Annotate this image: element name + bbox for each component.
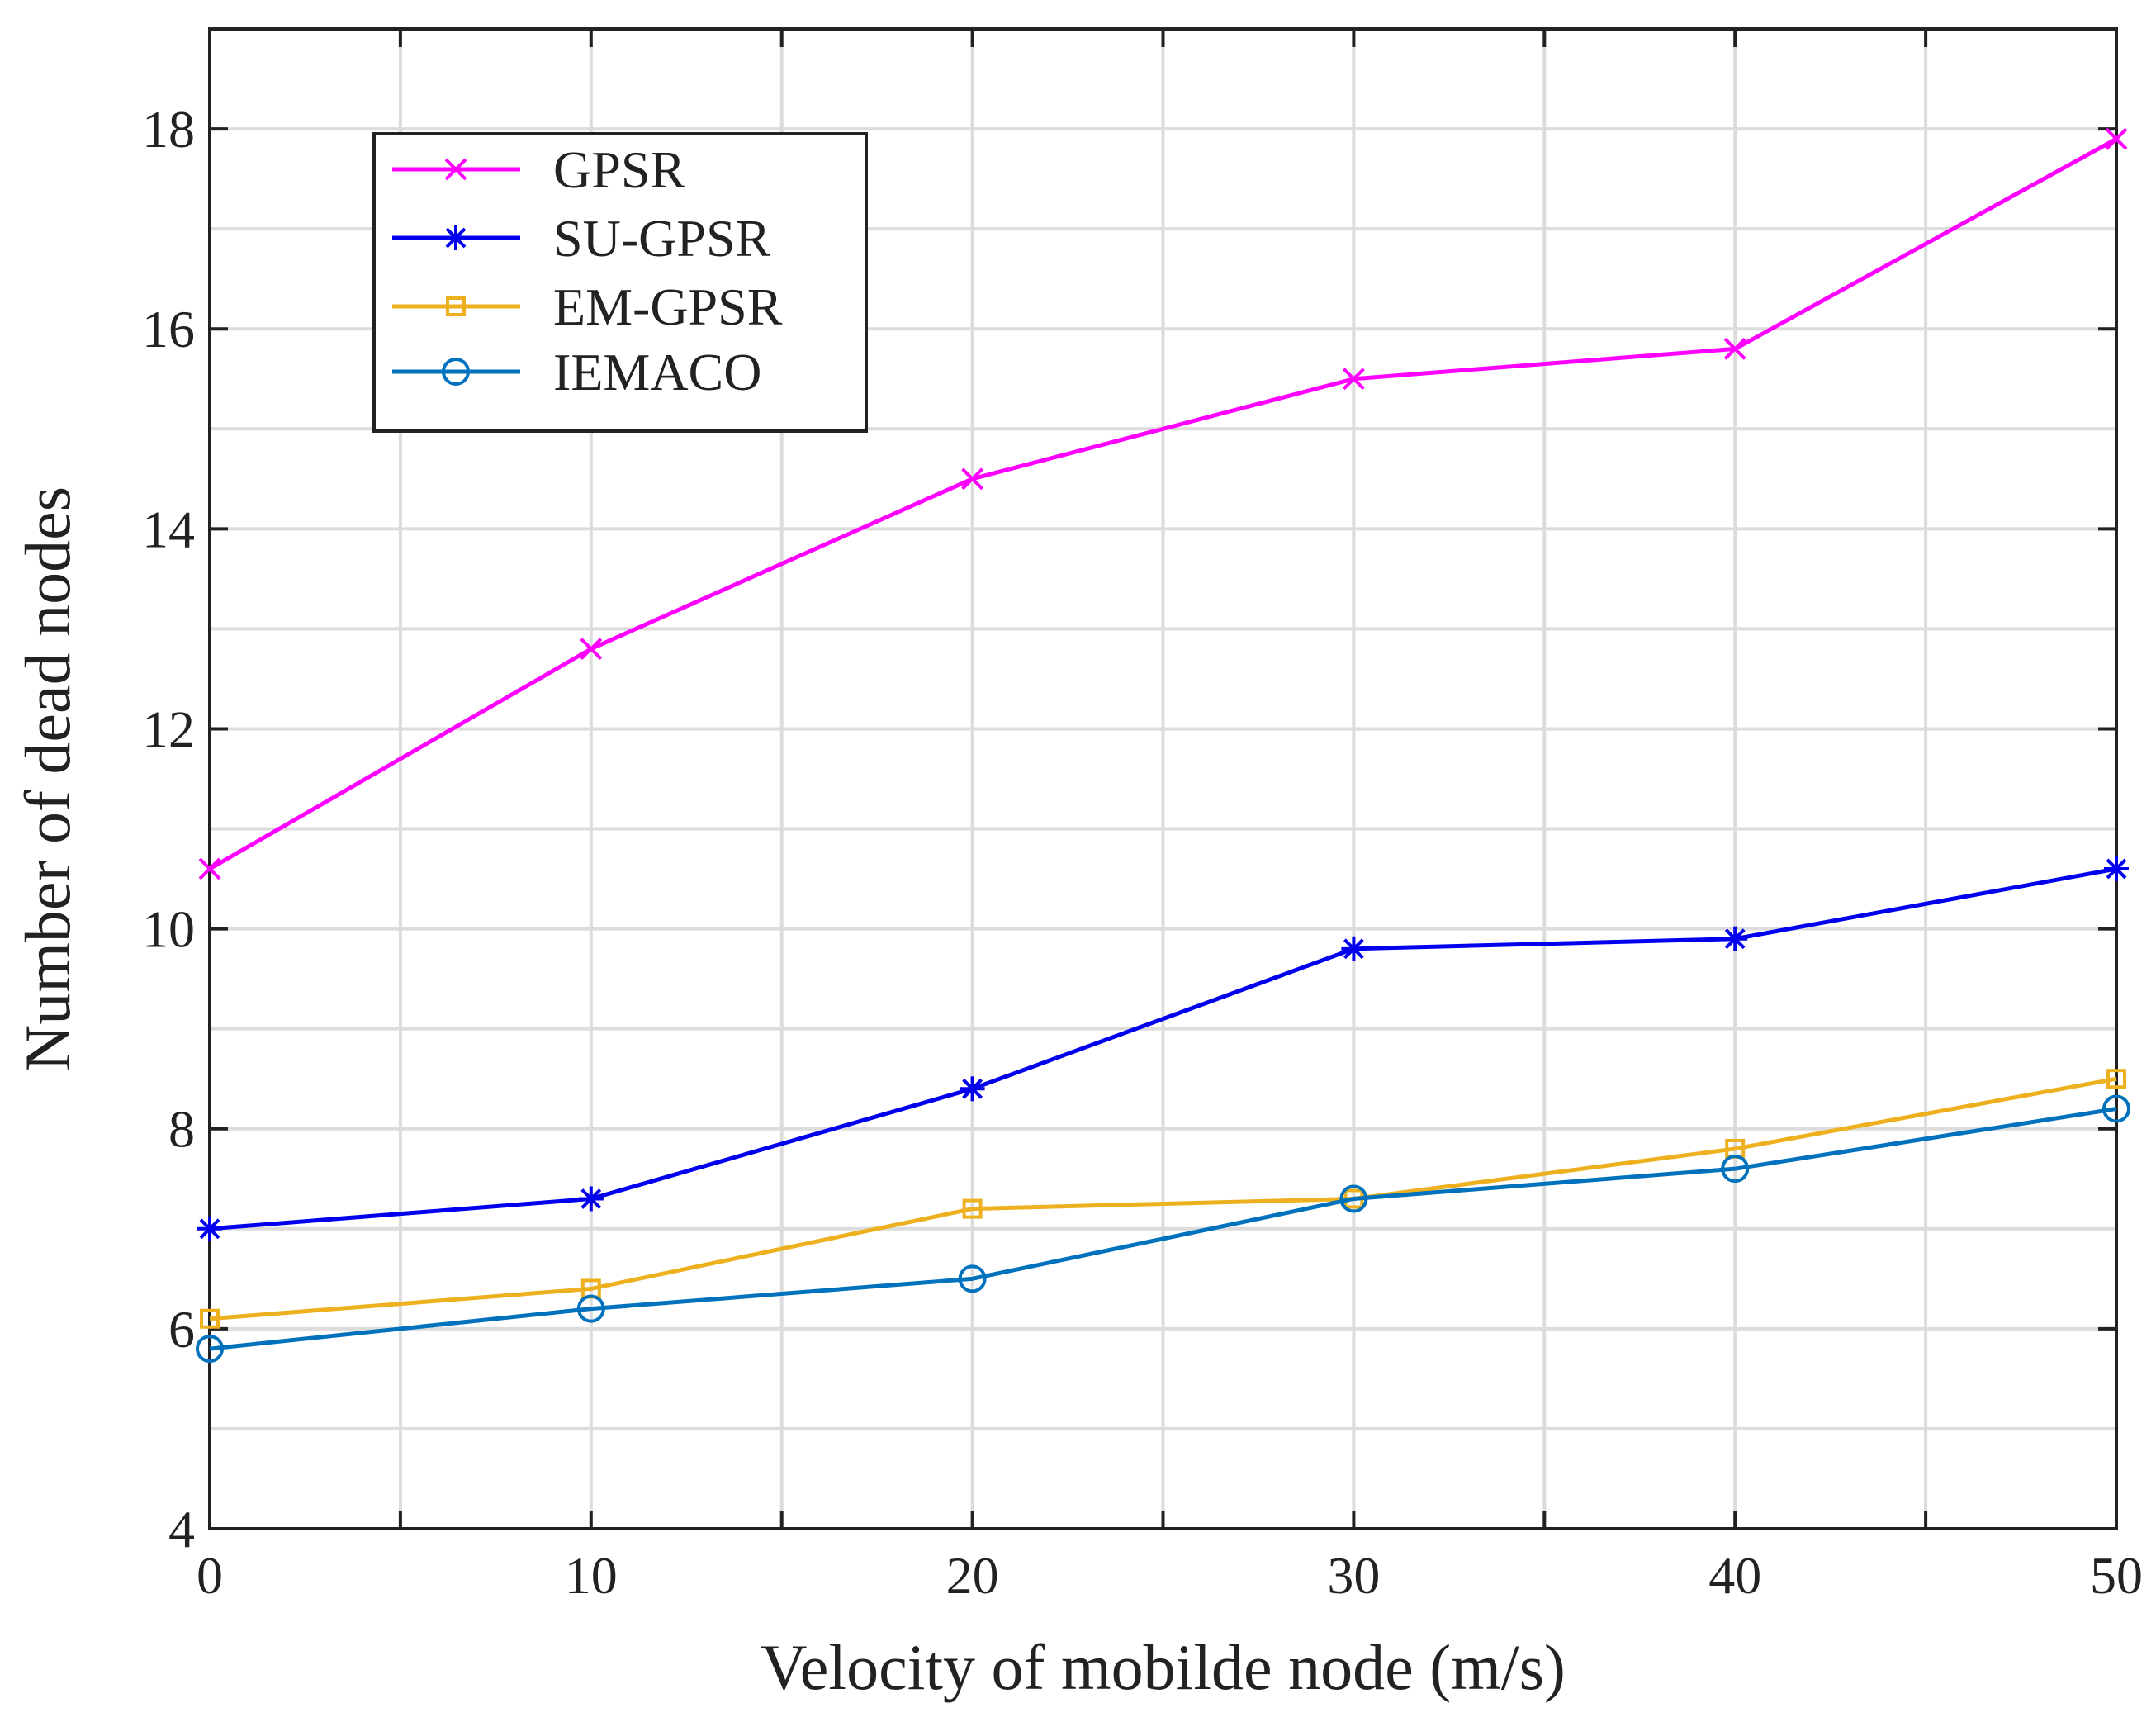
y-tick-label: 16 (142, 300, 195, 358)
marker-circle (2102, 1094, 2130, 1123)
legend-entry-iemaco: IEMACO (392, 343, 761, 401)
x-axis-title: Velocity of mobilde node (m/s) (761, 1631, 1566, 1703)
marker-x (1342, 368, 1365, 391)
legend-entry-em-gpsr: EM-GPSR (392, 278, 783, 336)
marker-asterisk (578, 1186, 604, 1212)
marker-x (961, 467, 984, 491)
series-su-gpsr (197, 856, 2129, 1241)
marker-circle (442, 358, 470, 386)
marker-x (444, 158, 467, 181)
marker-x (2105, 127, 2128, 150)
y-axis-title: Number of dead nodes (12, 486, 83, 1071)
y-tick-label: 12 (142, 700, 195, 758)
series-line (208, 136, 2118, 871)
marker-circle (958, 1264, 987, 1293)
legend-label: GPSR (553, 140, 685, 199)
tick-labels: 0 10 20 30 40 50 4 6 8 10 12 14 16 18 (142, 100, 2143, 1605)
x-tick-label: 50 (2090, 1546, 2143, 1605)
plot-area-frame (208, 27, 2118, 1530)
x-tick-label: 40 (1708, 1546, 1761, 1605)
legend-label: IEMACO (553, 343, 761, 401)
marker-asterisk (960, 1076, 985, 1102)
legend-label: SU-GPSR (553, 209, 771, 268)
x-tick-label: 30 (1327, 1546, 1380, 1605)
marker-square (2106, 1069, 2126, 1089)
y-tick-label: 10 (142, 900, 195, 959)
series-gpsr (198, 127, 2128, 880)
marker-circle (576, 1294, 605, 1323)
marker-circle (196, 1335, 224, 1364)
marker-asterisk (1341, 936, 1367, 961)
marker-square (200, 1308, 220, 1329)
marker-asterisk (197, 1216, 222, 1241)
marker-x (198, 857, 221, 880)
series-em-gpsr (200, 1069, 2126, 1329)
data-series (196, 127, 2130, 1364)
legend-box (372, 132, 868, 433)
x-tick-label: 20 (946, 1546, 999, 1605)
legend-label: EM-GPSR (553, 278, 783, 336)
legend-entry-gpsr: GPSR (392, 140, 685, 199)
x-tick-label: 0 (197, 1546, 223, 1605)
y-tick-label: 4 (168, 1500, 195, 1558)
marker-square (446, 296, 466, 316)
series-line (209, 866, 2117, 1231)
marker-circle (1721, 1155, 1750, 1184)
y-tick-label: 18 (142, 100, 195, 159)
marker-square (962, 1198, 983, 1219)
y-tick-label: 6 (168, 1300, 195, 1359)
marker-x (1723, 337, 1746, 360)
marker-x (580, 638, 603, 661)
marker-asterisk (2104, 856, 2129, 881)
x-tick-label: 10 (565, 1546, 618, 1605)
series-line (209, 1107, 2117, 1351)
series-iemaco (196, 1094, 2130, 1364)
marker-asterisk (443, 225, 468, 250)
series-line (209, 1076, 2117, 1321)
marker-circle (1339, 1184, 1368, 1213)
legend-entry-su-gpsr: SU-GPSR (392, 209, 771, 268)
y-tick-label: 8 (168, 1100, 195, 1159)
marker-asterisk (1722, 926, 1748, 951)
legend: GPSR SU-GPSR EM-GPSR IEMACO (372, 132, 868, 433)
y-tick-label: 14 (142, 500, 195, 558)
